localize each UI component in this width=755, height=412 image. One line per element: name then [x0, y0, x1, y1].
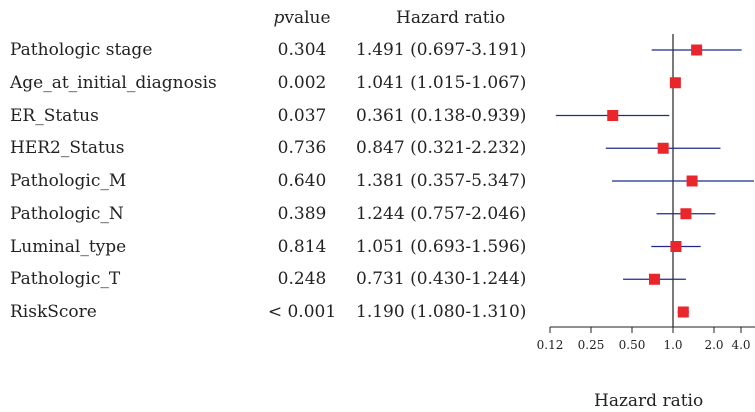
row-label: ER_Status: [10, 105, 99, 126]
row-p-value: < 0.001: [267, 302, 337, 322]
row-label: Pathologic_M: [10, 171, 127, 191]
row-hazard-ratio: 1.041 (1.015-1.067): [356, 72, 527, 93]
row-hazard-ratio: 1.381 (0.357-5.347): [356, 171, 527, 191]
x-tick-label: 4.0: [731, 338, 750, 352]
row-hazard-ratio: 0.731 (0.430-1.244): [356, 269, 527, 290]
row-label: Age_at_initial_diagnosis: [10, 72, 217, 93]
row-p-value: 0.640: [277, 171, 327, 191]
row-label: Pathologic stage: [10, 40, 153, 60]
row-hazard-ratio: 1.051 (0.693-1.596): [356, 236, 527, 257]
row-label: Pathologic_N: [10, 203, 124, 224]
row-p-value: 0.248: [277, 269, 327, 290]
p-value-header: pvalue: [273, 8, 331, 28]
hr-point: [686, 175, 698, 187]
row-hazard-ratio: 0.361 (0.138-0.939): [356, 105, 527, 126]
hazard-ratio-header: Hazard ratio: [396, 8, 506, 28]
row-p-value: 0.736: [277, 138, 327, 159]
hr-point: [657, 142, 669, 154]
row-hazard-ratio: 0.847 (0.321-2.232): [356, 138, 527, 159]
x-tick-label: 0.50: [619, 338, 646, 352]
row-label: HER2_Status: [10, 138, 125, 159]
row-label: Luminal_type: [10, 236, 127, 257]
row-hazard-ratio: 1.190 (1.080-1.310): [356, 302, 527, 322]
row-p-value: 0.037: [277, 105, 327, 126]
row-p-value: 0.002: [277, 72, 327, 93]
hr-point: [670, 241, 682, 252]
x-tick-label: 0.25: [578, 338, 605, 352]
hr-point: [607, 110, 619, 121]
row-hazard-ratio: 1.491 (0.697-3.191): [356, 40, 527, 60]
hr-point: [648, 273, 660, 285]
hr-point: [691, 44, 703, 56]
x-tick-label: 0.12: [537, 338, 564, 352]
hr-point: [669, 77, 681, 89]
row-p-value: 0.304: [277, 40, 327, 60]
x-axis-label: Hazard ratio: [594, 391, 704, 411]
row-hazard-ratio: 1.244 (0.757-2.046): [356, 203, 527, 224]
hr-point: [680, 208, 692, 220]
hr-point: [677, 306, 689, 318]
row-label: Pathologic_T: [10, 269, 121, 290]
row-label: RiskScore: [10, 302, 97, 322]
x-tick-label: 2.0: [704, 338, 723, 352]
row-p-value: 0.389: [277, 203, 327, 224]
row-p-value: 0.814: [277, 236, 327, 257]
x-tick-label: 1.0: [663, 338, 682, 352]
